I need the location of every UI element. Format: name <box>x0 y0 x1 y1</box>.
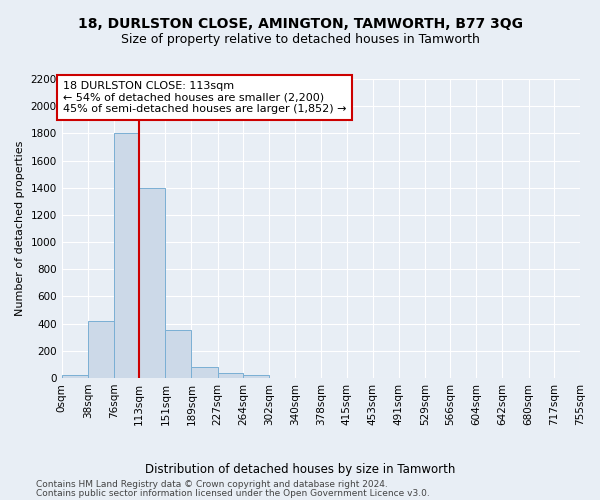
Bar <box>166 330 191 378</box>
Bar <box>88 321 114 378</box>
Text: Distribution of detached houses by size in Tamworth: Distribution of detached houses by size … <box>145 462 455 475</box>
Y-axis label: Number of detached properties: Number of detached properties <box>15 141 25 316</box>
Text: Contains public sector information licensed under the Open Government Licence v3: Contains public sector information licen… <box>36 489 430 498</box>
Text: 18 DURLSTON CLOSE: 113sqm
← 54% of detached houses are smaller (2,200)
45% of se: 18 DURLSTON CLOSE: 113sqm ← 54% of detac… <box>63 81 347 114</box>
Bar <box>218 374 243 378</box>
Bar <box>62 376 88 378</box>
Bar <box>114 134 139 378</box>
Bar <box>139 188 166 378</box>
Text: Contains HM Land Registry data © Crown copyright and database right 2024.: Contains HM Land Registry data © Crown c… <box>36 480 388 489</box>
Bar <box>191 367 218 378</box>
Bar <box>243 376 269 378</box>
Text: Size of property relative to detached houses in Tamworth: Size of property relative to detached ho… <box>121 32 479 46</box>
Text: 18, DURLSTON CLOSE, AMINGTON, TAMWORTH, B77 3QG: 18, DURLSTON CLOSE, AMINGTON, TAMWORTH, … <box>77 18 523 32</box>
